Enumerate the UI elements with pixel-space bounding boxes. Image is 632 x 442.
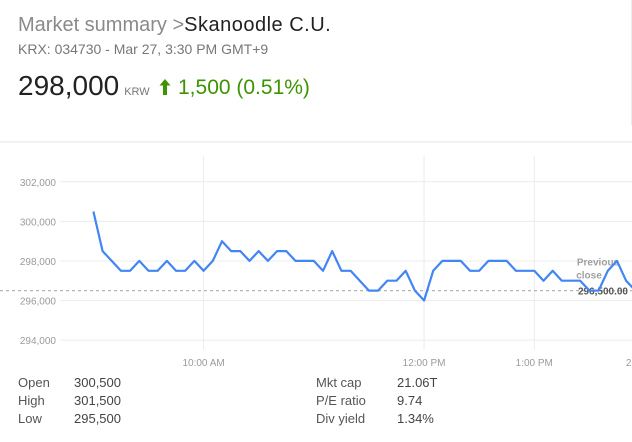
x-tick-label: 12:00 PM — [403, 358, 446, 369]
price-change-value: 1,500 (0.51%) — [178, 76, 310, 99]
x-tick-label: 1:00 PM — [516, 358, 553, 369]
y-tick-label: 302,000 — [20, 178, 57, 189]
stat-div-yield-label: Div yield — [316, 411, 366, 426]
stat-pe-ratio: P/E ratio 9.74 — [316, 392, 437, 410]
stat-mkt-cap-label: Mkt cap — [316, 375, 362, 390]
price-change: 1,500 (0.51%) — [158, 76, 310, 100]
stats-left: Open 300,500 High 301,500 Low 295,500 — [18, 374, 121, 428]
price-chart-svg: 294,000 296,000 298,000 300,000 302,000 10:00… — [0, 141, 632, 369]
company-name: Skanoodle C.U. — [184, 14, 332, 36]
up-arrow-icon — [159, 79, 171, 95]
price-series-line — [92, 211, 632, 302]
stat-div-yield-value: 1.34% — [397, 411, 434, 426]
stat-mkt-cap-value: 21.06T — [397, 375, 438, 390]
y-tick-label: 294,000 — [20, 336, 57, 347]
stat-pe-ratio-value: 9.74 — [397, 393, 423, 408]
x-tick-label: 10:00 AM — [182, 358, 224, 369]
stat-pe-ratio-label: P/E ratio — [316, 393, 366, 408]
stat-high: High 301,500 — [18, 392, 121, 410]
breadcrumb-market-summary[interactable]: Market summary > — [18, 14, 185, 36]
y-tick-label: 296,000 — [20, 297, 57, 308]
stat-low: Low 295,500 — [18, 410, 121, 428]
previous-close-label: close — [576, 271, 602, 282]
stat-mkt-cap: Mkt cap 21.06T — [316, 374, 437, 392]
stat-low-label: Low — [18, 411, 42, 426]
stat-high-label: High — [18, 393, 45, 408]
stat-div-yield: Div yield 1.34% — [316, 410, 437, 428]
price-row: 298,000 KRW — [18, 70, 150, 104]
currency-label: KRW — [124, 86, 150, 98]
stat-open: Open 300,500 — [18, 374, 121, 392]
x-tick-label: 2:00 PM — [626, 358, 632, 369]
previous-close-value: 296,500.00 — [578, 287, 628, 298]
y-tick-label: 300,000 — [20, 217, 57, 228]
y-tick-label: 298,000 — [20, 257, 57, 268]
stat-open-label: Open — [18, 375, 50, 390]
current-price: 298,000 — [18, 70, 120, 101]
stat-open-value: 300,500 — [74, 375, 121, 390]
stats-right: Mkt cap 21.06T P/E ratio 9.74 Div yield 1.3… — [316, 374, 437, 428]
market-summary-header: Market summary >Skanoodle C.U. KRX: 0347… — [0, 0, 632, 125]
previous-close-label: Previous — [577, 258, 620, 269]
page-title: Market summary >Skanoodle C.U. — [18, 14, 331, 37]
ticker-timestamp: KRX: 034730 - Mar 27, 3:30 PM GMT+9 — [18, 41, 269, 57]
stat-low-value: 295,500 — [74, 411, 121, 426]
stat-high-value: 301,500 — [74, 393, 121, 408]
price-chart[interactable]: 294,000 296,000 298,000 300,000 302,000 10:00… — [0, 140, 632, 370]
